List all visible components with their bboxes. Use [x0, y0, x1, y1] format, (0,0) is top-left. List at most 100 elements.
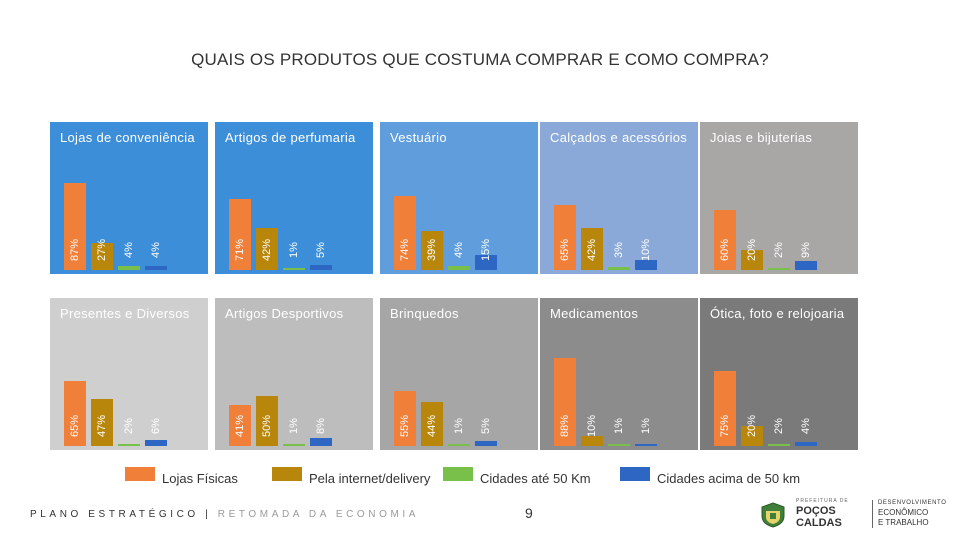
data-label-text: 1% — [640, 418, 652, 434]
data-label-text: 39% — [426, 238, 438, 262]
bar-acima-50 — [635, 444, 657, 446]
data-label: 2% — [772, 406, 786, 446]
bar-acima-50 — [635, 260, 657, 270]
data-label-text: 2% — [773, 242, 785, 258]
bar-lojas-fisicas — [554, 358, 576, 446]
prefeitura-logo: PREFEITURA DE POÇOS CALDAS DESENVOLVIMEN… — [760, 496, 946, 532]
data-label-text: 71% — [234, 238, 246, 262]
data-label: 50% — [260, 406, 274, 446]
data-label: 20% — [745, 406, 759, 446]
logo-department: DESENVOLVIMENTO ECONÔMICO E TRABALHO — [878, 498, 946, 528]
data-label-text: 65% — [559, 238, 571, 262]
bar-internet — [581, 436, 603, 446]
logo-divider — [872, 500, 873, 528]
bar-ate-50 — [448, 266, 470, 270]
legend-label-ate-50: Cidades até 50 Km — [480, 471, 591, 486]
bar-lojas-fisicas — [394, 391, 416, 446]
data-label: 9% — [799, 230, 813, 270]
bar-acima-50 — [795, 261, 817, 270]
data-label: 42% — [585, 230, 599, 270]
footer-plan: PLANO ESTRATÉGICO | — [30, 509, 218, 520]
data-label-text: 65% — [69, 414, 81, 438]
bar-lojas-fisicas — [714, 371, 736, 446]
data-label-text: 3% — [613, 242, 625, 258]
bar-lojas-fisicas — [64, 381, 86, 446]
data-label-text: 50% — [261, 414, 273, 438]
bar-lojas-fisicas — [64, 183, 86, 270]
page-title: QUAIS OS PRODUTOS QUE COSTUMA COMPRAR E … — [191, 50, 769, 69]
bar-ate-50 — [118, 444, 140, 446]
data-label-text: 5% — [480, 418, 492, 434]
bar-ate-50 — [768, 268, 790, 270]
data-label-text: 1% — [288, 418, 300, 434]
bar-acima-50 — [795, 442, 817, 446]
data-label-text: 15% — [480, 238, 492, 262]
data-label-text: 4% — [800, 418, 812, 434]
data-label-text: 20% — [746, 414, 758, 438]
data-label-text: 42% — [261, 238, 273, 262]
bar-internet — [256, 396, 278, 446]
data-label: 71% — [233, 230, 247, 270]
bar-acima-50 — [145, 440, 167, 446]
logo-city-first: POÇOS — [796, 505, 836, 517]
bar-ate-50 — [283, 444, 305, 446]
bar-lojas-fisicas — [229, 405, 251, 446]
chart-panel: Ótica, foto e relojoaria 75% 20% 2% 4% — [700, 298, 858, 450]
data-label-text: 2% — [123, 418, 135, 434]
bar-acima-50 — [475, 441, 497, 446]
chart-panel: Presentes e Diversos 65% 47% 2% 6% — [50, 298, 208, 450]
data-label: 87% — [68, 230, 82, 270]
page-number: 9 — [525, 505, 533, 521]
data-label: 55% — [398, 406, 412, 446]
data-label-text: 1% — [453, 418, 465, 434]
logo-dept-line1: DESENVOLVIMENTO — [878, 500, 947, 506]
panel-title: Medicamentos — [550, 306, 639, 321]
bar-internet — [91, 243, 113, 270]
chart-panel: Vestuário 74% 39% 4% 15% — [380, 122, 538, 274]
logo-city-second: CALDAS — [796, 517, 842, 529]
bar-acima-50 — [310, 438, 332, 446]
data-label: 65% — [68, 406, 82, 446]
bar-internet — [421, 402, 443, 446]
data-label: 1% — [287, 406, 301, 446]
data-label: 74% — [398, 230, 412, 270]
data-label-text: 27% — [96, 238, 108, 262]
chart-panel: Joias e bijuterias 60% 20% 2% 9% — [700, 122, 858, 274]
legend-swatch-internet — [272, 467, 302, 481]
bar-ate-50 — [608, 267, 630, 270]
data-label: 4% — [799, 406, 813, 446]
data-label: 47% — [95, 406, 109, 446]
bar-ate-50 — [283, 268, 305, 270]
panel-title: Brinquedos — [390, 306, 459, 321]
data-label-text: 4% — [150, 242, 162, 258]
data-label-text: 60% — [719, 238, 731, 262]
panel-title: Artigos Desportivos — [225, 306, 344, 321]
data-label-text: 44% — [426, 414, 438, 438]
data-label: 75% — [718, 406, 732, 446]
panel-title: Calçados e acessórios — [550, 130, 688, 145]
chart-panel: Lojas de conveniência 87% 27% 4% 4% — [50, 122, 208, 274]
data-label-text: 20% — [746, 238, 758, 262]
data-label: 41% — [233, 406, 247, 446]
data-label: 6% — [149, 406, 163, 446]
data-label-text: 42% — [586, 238, 598, 262]
data-label: 4% — [452, 230, 466, 270]
data-label: 2% — [772, 230, 786, 270]
data-label: 1% — [287, 230, 301, 270]
legend: Lojas Físicas Pela internet/delivery Cid… — [0, 462, 960, 492]
chart-panel: Artigos de perfumaria 71% 42% 1% 5% — [215, 122, 373, 274]
footer-text: PLANO ESTRATÉGICO | RETOMADA DA ECONOMIA — [30, 509, 419, 520]
data-label-text: 75% — [719, 414, 731, 438]
bar-ate-50 — [768, 444, 790, 446]
bar-ate-50 — [118, 266, 140, 270]
data-label: 4% — [149, 230, 163, 270]
data-label-text: 2% — [773, 418, 785, 434]
bar-ate-50 — [608, 444, 630, 446]
legend-label-acima-50: Cidades acima de 50 km — [657, 471, 801, 486]
panel-title: Lojas de conveniência — [60, 130, 195, 145]
bar-lojas-fisicas — [714, 210, 736, 270]
data-label: 5% — [479, 406, 493, 446]
data-label: 20% — [745, 230, 759, 270]
data-label: 88% — [558, 406, 572, 446]
city-seal-icon — [761, 502, 785, 528]
